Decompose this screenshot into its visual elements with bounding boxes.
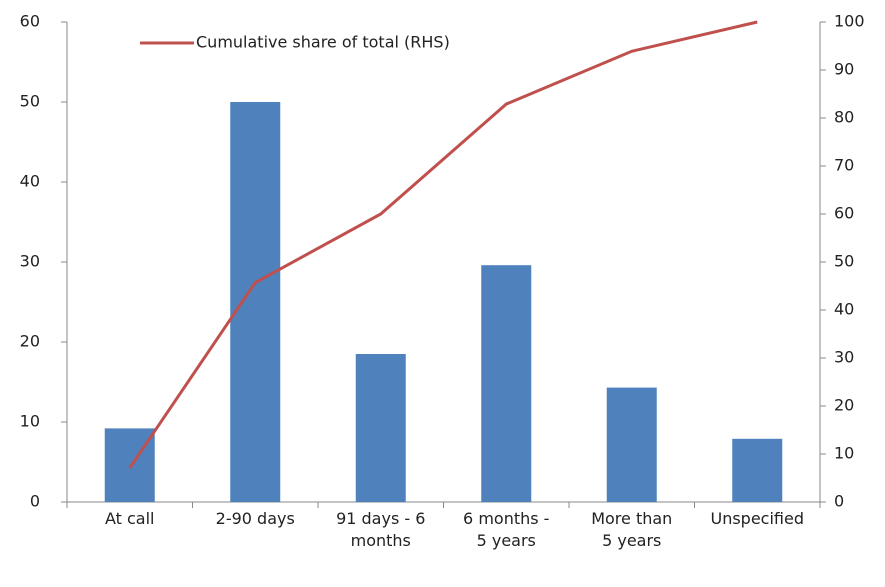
y-tick-label: 0 <box>30 492 40 511</box>
y-tick-label: 60 <box>20 12 40 31</box>
y-tick-label: 10 <box>20 412 40 431</box>
bar <box>732 438 783 502</box>
y-tick-label: 50 <box>20 92 40 111</box>
x-tick-label: More than 5 years <box>591 509 673 550</box>
y2-tick-label: 80 <box>834 108 854 127</box>
x-tick-label: 91 days - 6 months <box>336 509 426 550</box>
y2-tick-label: 40 <box>834 300 854 319</box>
x-tick-label: 6 months - 5 years <box>463 509 550 550</box>
y-tick-label: 40 <box>20 172 40 191</box>
y2-tick-label: 70 <box>834 156 854 175</box>
line <box>128 20 758 469</box>
y2-tick-label: 30 <box>834 348 854 367</box>
x-tick-label: 2-90 days <box>215 509 295 528</box>
y-tick-label: 20 <box>20 332 40 351</box>
legend-label: Cumulative share of total (RHS) <box>196 33 450 52</box>
y2-tick-label: 50 <box>834 252 854 271</box>
y2-tick-label: 10 <box>834 444 854 463</box>
x-tick-label: Unspecified <box>710 509 804 528</box>
y2-tick-label: 100 <box>834 12 865 31</box>
y2-tick-label: 20 <box>834 396 854 415</box>
bar <box>230 102 281 502</box>
bar <box>606 387 657 502</box>
x-tick-label: At call <box>104 509 155 528</box>
y2-tick-label: 0 <box>834 492 844 511</box>
y-tick-label: 30 <box>20 252 40 271</box>
bar <box>481 265 532 502</box>
y2-tick-label: 60 <box>834 204 854 223</box>
bar <box>355 354 406 502</box>
y2-tick-label: 90 <box>834 60 854 79</box>
